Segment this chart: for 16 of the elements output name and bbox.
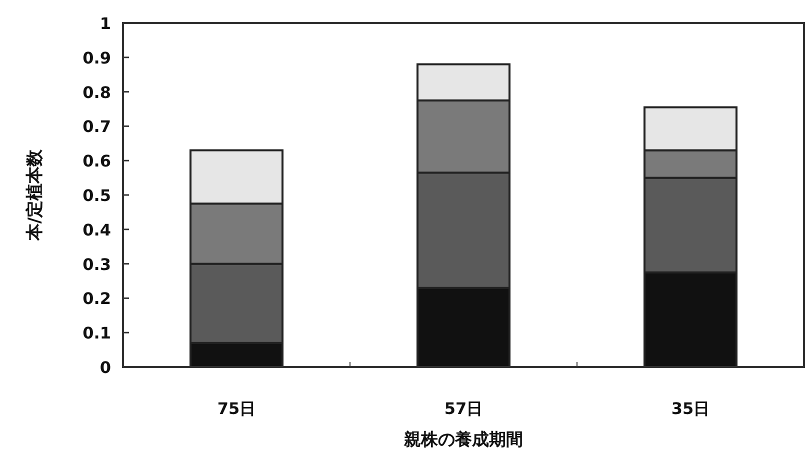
y-tick-label: 0.5 <box>82 186 111 205</box>
x-tick-label: 75日 <box>217 399 256 418</box>
x-axis-title: 親株の養成期間 <box>403 430 523 450</box>
y-tick-label: 0.6 <box>82 152 111 171</box>
y-tick-label: 0.7 <box>82 117 111 136</box>
y-tick-label: 0.8 <box>82 82 111 102</box>
y-tick-label: 0.1 <box>82 324 111 343</box>
y-tick-label: 0.3 <box>82 254 111 274</box>
x-tick-label: 35日 <box>671 399 710 418</box>
y-tick-label: 0 <box>100 358 111 377</box>
x-tick-label: 57日 <box>444 399 483 418</box>
y-tick-label: 0.4 <box>82 220 111 240</box>
y-tick-label: 0.9 <box>82 48 111 68</box>
y-tick-label: 0.2 <box>82 289 111 308</box>
y-axis-title: 本/定植本数 <box>25 148 45 242</box>
y-tick-label: 1 <box>100 14 111 33</box>
